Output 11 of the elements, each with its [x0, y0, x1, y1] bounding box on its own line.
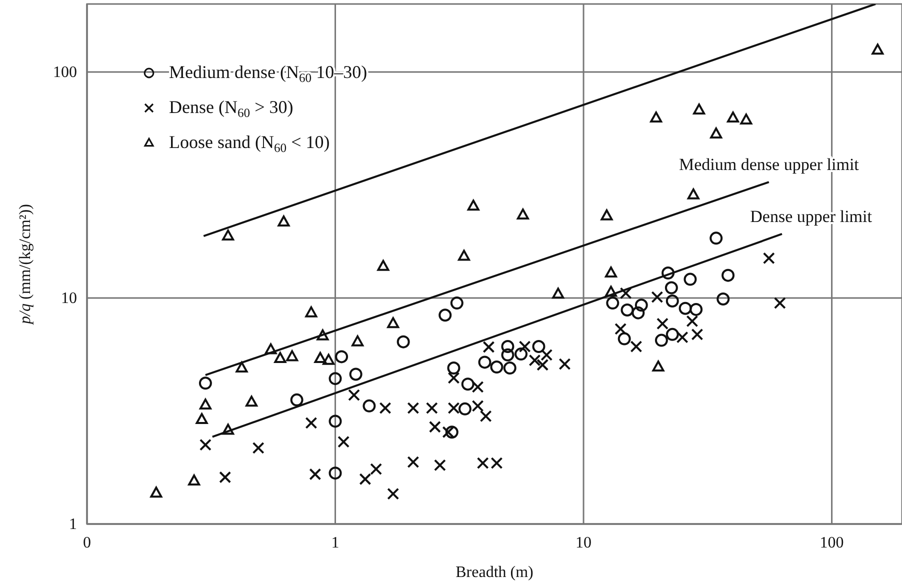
x-tick-label: 100 — [820, 534, 844, 552]
x-tick-label: 10 — [576, 534, 592, 552]
y-tick-label: 1 — [69, 516, 77, 534]
x-axis-title: Breadth (m) — [456, 564, 534, 581]
y-axis-title: p/q (mm/(kg/cm²)) — [17, 204, 34, 325]
y-tick-label: 100 — [53, 64, 77, 82]
legend-label: Dense (N$_{60}$ > 30) — [169, 97, 294, 120]
x-tick-label: 0 — [83, 534, 91, 552]
y-tick-label: 10 — [61, 290, 77, 308]
x-tick-label: 1 — [331, 534, 340, 552]
legend-label: Loose sand (N$_{60}$ < 10) — [169, 132, 330, 155]
